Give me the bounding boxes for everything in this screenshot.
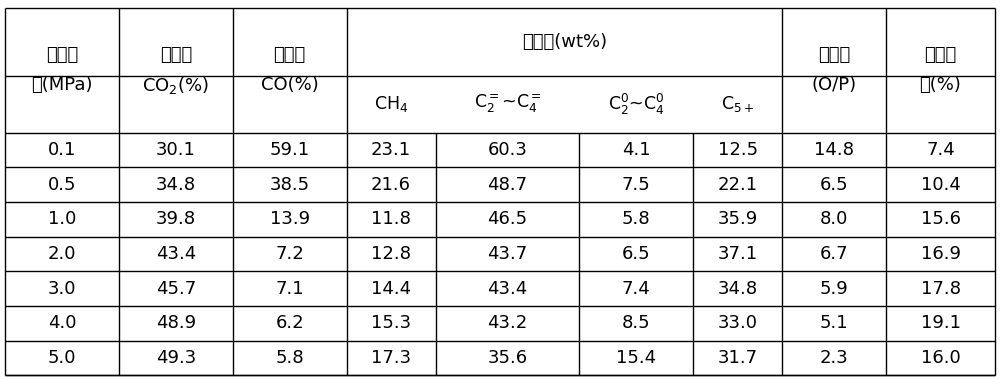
Text: 21.6: 21.6 [371,175,411,194]
Text: 43.4: 43.4 [156,245,196,263]
Text: 49.3: 49.3 [156,349,196,367]
Text: 反应压: 反应压 [46,46,78,64]
Text: 1.0: 1.0 [48,210,76,228]
Text: 35.6: 35.6 [487,349,527,367]
Text: 48.9: 48.9 [156,314,196,332]
Text: 4.0: 4.0 [48,314,76,332]
Text: 12.8: 12.8 [371,245,411,263]
Text: 2.3: 2.3 [820,349,848,367]
Text: 2.0: 2.0 [48,245,76,263]
Text: CH$_4$: CH$_4$ [374,94,408,114]
Text: 14.8: 14.8 [814,141,854,159]
Text: 选择性: 选择性 [274,46,306,64]
Text: 23.1: 23.1 [371,141,411,159]
Text: 17.3: 17.3 [371,349,411,367]
Text: 30.1: 30.1 [156,141,196,159]
Text: 烃分布(wt%): 烃分布(wt%) [522,33,607,50]
Text: 48.7: 48.7 [487,175,527,194]
Text: 12.5: 12.5 [718,141,758,159]
Text: 5.8: 5.8 [622,210,650,228]
Text: 13.9: 13.9 [270,210,310,228]
Text: 7.5: 7.5 [622,175,650,194]
Text: 6.7: 6.7 [820,245,848,263]
Text: 22.1: 22.1 [718,175,758,194]
Text: CO$_2$(%): CO$_2$(%) [142,75,209,96]
Text: 5.8: 5.8 [275,349,304,367]
Text: C$_2^=$~C$_4^=$: C$_2^=$~C$_4^=$ [474,93,541,115]
Text: 0.5: 0.5 [48,175,76,194]
Text: CO(%): CO(%) [261,76,318,94]
Text: 16.0: 16.0 [921,349,960,367]
Text: (O/P): (O/P) [812,76,857,94]
Text: 15.3: 15.3 [371,314,411,332]
Text: 45.7: 45.7 [156,280,196,298]
Text: 0.1: 0.1 [48,141,76,159]
Text: 16.9: 16.9 [921,245,961,263]
Text: 3.0: 3.0 [48,280,76,298]
Text: 11.8: 11.8 [371,210,411,228]
Text: 6.5: 6.5 [622,245,650,263]
Text: 6.5: 6.5 [820,175,848,194]
Text: 17.8: 17.8 [921,280,961,298]
Text: 59.1: 59.1 [270,141,310,159]
Text: C$_{5+}$: C$_{5+}$ [721,94,754,114]
Text: 37.1: 37.1 [718,245,758,263]
Text: 19.1: 19.1 [921,314,961,332]
Text: 烯烃收: 烯烃收 [924,46,957,64]
Text: 烯烷比: 烯烷比 [818,46,850,64]
Text: 8.0: 8.0 [820,210,848,228]
Text: 43.7: 43.7 [487,245,528,263]
Text: 33.0: 33.0 [718,314,758,332]
Text: 15.6: 15.6 [921,210,961,228]
Text: 力(MPa): 力(MPa) [31,76,93,94]
Text: C$_2^0$~C$_4^0$: C$_2^0$~C$_4^0$ [608,92,664,117]
Text: 35.9: 35.9 [717,210,758,228]
Text: 8.5: 8.5 [622,314,650,332]
Text: 7.2: 7.2 [275,245,304,263]
Text: 39.8: 39.8 [156,210,196,228]
Text: 34.8: 34.8 [718,280,758,298]
Text: 46.5: 46.5 [487,210,527,228]
Text: 7.4: 7.4 [926,141,955,159]
Text: 6.2: 6.2 [275,314,304,332]
Text: 31.7: 31.7 [718,349,758,367]
Text: 43.4: 43.4 [487,280,528,298]
Text: 38.5: 38.5 [270,175,310,194]
Text: 60.3: 60.3 [487,141,527,159]
Text: 34.8: 34.8 [156,175,196,194]
Text: 4.1: 4.1 [622,141,650,159]
Text: 10.4: 10.4 [921,175,960,194]
Text: 15.4: 15.4 [616,349,656,367]
Text: 7.1: 7.1 [275,280,304,298]
Text: 率(%): 率(%) [920,76,961,94]
Text: 5.9: 5.9 [820,280,848,298]
Text: 14.4: 14.4 [371,280,411,298]
Text: 43.2: 43.2 [487,314,528,332]
Text: 5.1: 5.1 [820,314,848,332]
Text: 转化率: 转化率 [160,46,192,64]
Text: 5.0: 5.0 [48,349,76,367]
Text: 7.4: 7.4 [622,280,650,298]
